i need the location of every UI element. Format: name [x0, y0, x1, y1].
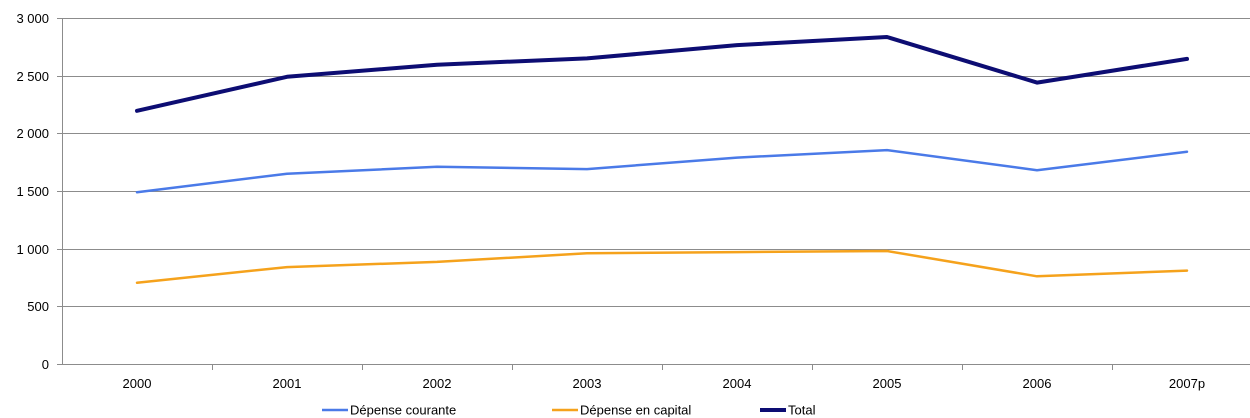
y-tick-label: 1 000: [16, 242, 49, 257]
x-tick-label: 2001: [273, 376, 302, 391]
y-tick-label: 1 500: [16, 184, 49, 199]
legend-label: Dépense en capital: [580, 403, 691, 418]
series-line: [135, 148, 1189, 194]
legend: Dépense courante Dépense en capital Total: [322, 403, 816, 418]
gridlines: [62, 18, 1250, 307]
y-tick-label: 3 000: [16, 11, 49, 26]
x-tick-label: 2005: [873, 376, 902, 391]
y-tick-label: 500: [27, 299, 49, 314]
x-tick-label: 2002: [423, 376, 452, 391]
x-tick-label: 2004: [723, 376, 752, 391]
x-tick-label: 2006: [1023, 376, 1052, 391]
x-tick-label: 2007p: [1169, 376, 1205, 391]
x-tick-labels: 2000 2001 2002 2003 2004 2005 2006 2007p: [123, 376, 1206, 391]
y-tick-label: 0: [42, 357, 49, 372]
legend-label: Dépense courante: [350, 403, 456, 418]
y-tick-labels: 0 500 1 000 1 500 2 000 2 500 3 000: [16, 11, 49, 372]
x-tick-label: 2003: [573, 376, 602, 391]
y-tick-label: 2 000: [16, 126, 49, 141]
series-lines: [135, 35, 1189, 284]
x-tick-label: 2000: [123, 376, 152, 391]
series-line: [135, 249, 1189, 284]
series-line: [135, 35, 1189, 113]
axes: [57, 18, 1250, 370]
legend-label: Total: [788, 403, 816, 418]
y-tick-label: 2 500: [16, 69, 49, 84]
